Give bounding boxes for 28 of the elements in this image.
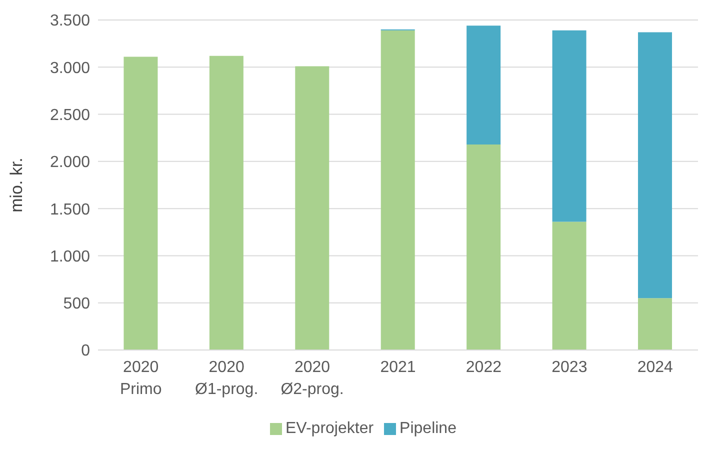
x-tick-label: 2021 (380, 359, 416, 376)
y-tick-label: 0 (81, 342, 90, 360)
legend-label: EV-projekter (286, 420, 374, 437)
y-tick-label: 1.000 (50, 248, 90, 266)
y-tick-label: 500 (63, 296, 90, 313)
bar (209, 56, 244, 350)
bar (466, 144, 501, 350)
x-tick-label: 2020 Primo (120, 359, 162, 398)
y-tick-label: 2.000 (50, 154, 90, 172)
x-tick-label: 2024 (637, 359, 674, 376)
legend-label: Pipeline (400, 420, 456, 437)
y-axis-title: mio. kr. (7, 158, 26, 212)
y-tick-label: 3.000 (50, 60, 90, 77)
bar (295, 66, 330, 350)
bar (552, 30, 586, 222)
x-tick-label: 2020 Ø2-prog. (280, 359, 344, 398)
y-tick-label: 2.500 (50, 106, 90, 124)
bar (124, 56, 158, 350)
bar (638, 298, 672, 350)
x-tick-label: 2020 Ø1-prog. (195, 359, 258, 398)
bar (638, 32, 672, 298)
bar (380, 30, 415, 350)
x-tick-label: 2023 (552, 359, 588, 376)
y-tick-label: 3.500 (50, 12, 90, 30)
bar (552, 222, 586, 350)
bar (466, 26, 501, 144)
x-tick-label: 2022 (466, 359, 502, 376)
y-tick-label: 1.500 (50, 201, 90, 218)
